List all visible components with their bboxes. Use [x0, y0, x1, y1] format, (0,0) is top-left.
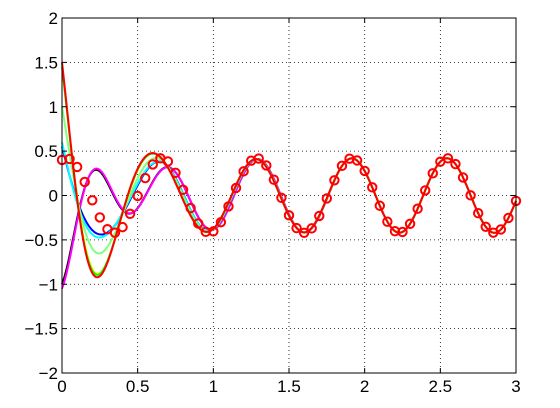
data-point-marker [450, 158, 461, 170]
data-point-marker [359, 165, 370, 177]
y-tick-label: 2 [49, 9, 58, 28]
data-point-marker [223, 201, 234, 212]
series-line-7 [61, 62, 517, 279]
data-point-marker [298, 227, 310, 238]
data-point-marker [124, 208, 136, 220]
y-tick-label: −2 [39, 364, 58, 383]
data-point-marker [276, 192, 287, 204]
series-group [61, 62, 517, 290]
data-point-marker [397, 226, 408, 238]
data-point-marker [208, 226, 219, 237]
data-point-marker [71, 161, 83, 173]
data-point-marker [253, 153, 264, 164]
x-tick-label: 1.5 [277, 377, 301, 396]
data-point-marker [162, 156, 174, 167]
data-point-marker [238, 166, 249, 177]
data-point-marker [291, 222, 302, 234]
data-point-marker [351, 155, 363, 166]
data-point-marker [117, 221, 128, 233]
data-point-marker [306, 223, 317, 234]
data-point-marker [215, 216, 227, 228]
x-tick-label: 2.5 [429, 377, 453, 396]
y-tick-labels: −2 −1.5 −1 −0.5 0 0.5 1 1.5 2 [24, 9, 58, 383]
data-point-marker [185, 202, 196, 214]
data-point-marker [268, 174, 280, 185]
x-tick-label: 1 [209, 377, 218, 396]
data-point-marker [283, 210, 295, 221]
data-point-marker [314, 210, 325, 222]
data-point-marker [480, 221, 491, 232]
data-point-marker [147, 159, 159, 170]
data-point-marker [336, 160, 348, 172]
data-point-marker [109, 227, 121, 238]
y-tick-label: −1.5 [24, 320, 58, 339]
data-point-marker [64, 153, 75, 165]
y-tick-label: −1 [39, 275, 58, 294]
data-point-marker [321, 193, 333, 204]
y-tick-label: −0.5 [24, 231, 58, 250]
data-point-marker [230, 182, 242, 194]
data-point-marker [420, 185, 431, 196]
data-point-marker [193, 218, 204, 229]
data-point-marker [427, 168, 438, 179]
x-tick-labels: 0 0.5 1 1.5 2 2.5 3 [57, 377, 520, 396]
x-tick-label: 0 [57, 377, 66, 396]
data-point-marker [367, 182, 378, 193]
data-point-marker [94, 212, 106, 223]
data-point-marker [412, 203, 423, 214]
x-tick-label: 3 [511, 377, 520, 396]
y-tick-label: 1.5 [34, 53, 58, 72]
x-tick-label: 0.5 [126, 377, 150, 396]
data-point-marker [503, 212, 514, 224]
x-tick-label: 2 [360, 377, 369, 396]
data-point-marker [329, 175, 340, 186]
data-point-marker [457, 172, 469, 183]
data-point-marker [79, 176, 90, 188]
y-tick-label: 0.5 [34, 142, 58, 161]
data-point-marker [465, 190, 476, 201]
y-tick-label: 0 [49, 187, 58, 206]
data-point-marker [382, 216, 393, 227]
data-point-marker [495, 224, 507, 235]
data-point-marker [87, 195, 98, 206]
data-point-marker [170, 167, 181, 179]
data-point-marker [442, 153, 454, 164]
data-point-marker [404, 218, 416, 230]
y-tick-label: 1 [49, 98, 58, 117]
ticks [61, 17, 517, 374]
data-point-marker [140, 172, 151, 184]
data-point-marker [177, 184, 189, 195]
data-point-marker [472, 208, 484, 219]
plot-area [62, 18, 516, 373]
data-point-marker [374, 200, 385, 211]
data-point-marker [261, 160, 272, 171]
data-point-marker [132, 190, 143, 202]
